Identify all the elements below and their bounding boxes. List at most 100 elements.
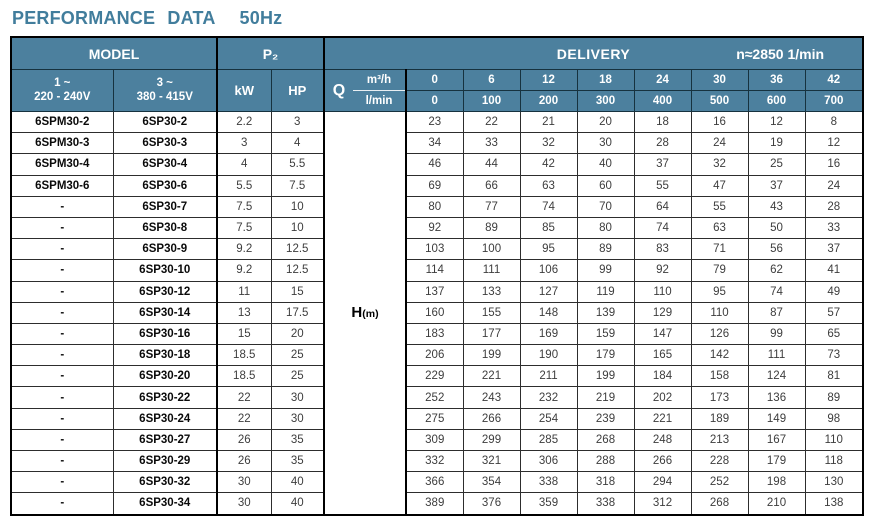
- head-value-cell: 266: [462, 407, 521, 430]
- delivery-label: DELIVERY: [556, 45, 631, 62]
- model-single-phase-cell: -: [10, 322, 114, 346]
- head-value-cell: 142: [690, 344, 749, 367]
- q-unit-lmin: l/min: [365, 95, 393, 107]
- head-value-cell: 179: [747, 449, 806, 473]
- hp-cell: 40: [270, 492, 325, 516]
- table-header: MODEL P₂ DELIVERY n≈2850 1/min 1 ~ 220 -…: [10, 36, 864, 112]
- kw-cell: 11: [216, 280, 272, 303]
- kw-cell: 18.5: [216, 365, 272, 388]
- table-row: 6SPM30-3 6SP30-3 3 4 34 33 32 30 28 24 19 12: [10, 132, 864, 155]
- model-single-phase-cell: -: [10, 386, 114, 409]
- head-value-cell: 243: [462, 386, 521, 409]
- single-phase-voltage-header: 1 ~ 220 - 240V: [10, 69, 114, 112]
- model-three-phase-cell: 6SP30-10: [112, 259, 218, 282]
- head-value-cell: 221: [633, 407, 692, 430]
- kw-cell: 7.5: [216, 216, 272, 240]
- head-value-cell: 199: [576, 365, 635, 388]
- hp-column-header: HP: [270, 69, 325, 112]
- q-symbol: Q: [332, 81, 346, 99]
- head-value-cell: 80: [405, 195, 464, 218]
- head-value-cell: 177: [462, 322, 521, 346]
- head-value-cell: 210: [747, 492, 806, 516]
- flow-m3h-value: 6: [462, 69, 521, 91]
- head-value-cell: 288: [576, 449, 635, 473]
- model-single-phase-cell: -: [10, 195, 114, 218]
- model-single-phase-cell: -: [10, 428, 114, 452]
- head-value-cell: 32: [690, 153, 749, 176]
- head-value-cell: 40: [576, 153, 635, 176]
- head-value-cell: 318: [576, 471, 635, 494]
- head-value-cell: 74: [747, 280, 806, 303]
- model-single-phase-cell: -: [10, 344, 114, 367]
- head-value-cell: 100: [462, 238, 521, 261]
- model-single-phase-cell: 6SPM30-2: [10, 110, 114, 134]
- head-value-cell: 213: [690, 428, 749, 452]
- model-three-phase-cell: 6SP30-12: [112, 280, 218, 303]
- kw-cell: 26: [216, 449, 272, 473]
- hp-cell: 4: [270, 132, 325, 155]
- p2-group-header: P₂: [216, 36, 325, 70]
- head-value-cell: 99: [576, 259, 635, 282]
- flow-m3h-value: 18: [576, 69, 635, 91]
- head-value-cell: 37: [804, 238, 864, 261]
- head-value-cell: 62: [747, 259, 806, 282]
- hp-cell: 35: [270, 428, 325, 452]
- head-value-cell: 33: [804, 216, 864, 240]
- flow-lmin-value: 200: [519, 90, 578, 112]
- kw-cell: 7.5: [216, 195, 272, 218]
- head-value-cell: 138: [804, 492, 864, 516]
- head-value-cell: 376: [462, 492, 521, 516]
- head-value-cell: 155: [462, 301, 521, 324]
- head-value-cell: 137: [405, 280, 464, 303]
- head-symbol: H: [351, 304, 363, 322]
- model-single-phase-cell: -: [10, 449, 114, 473]
- hp-cell: 40: [270, 471, 325, 494]
- model-three-phase-cell: 6SP30-3: [112, 132, 218, 155]
- head-value-cell: 309: [405, 428, 464, 452]
- flow-lmin-value: 500: [690, 90, 749, 112]
- head-value-cell: 229: [405, 365, 464, 388]
- head-value-cell: 127: [519, 280, 578, 303]
- model-group-header: MODEL: [10, 36, 218, 70]
- head-value-cell: 252: [690, 471, 749, 494]
- kw-cell: 18.5: [216, 344, 272, 367]
- model-three-phase-cell: 6SP30-2: [112, 110, 218, 134]
- model-three-phase-cell: 6SP30-8: [112, 216, 218, 240]
- head-value-cell: 183: [405, 322, 464, 346]
- head-value-cell: 252: [405, 386, 464, 409]
- head-value-cell: 111: [747, 344, 806, 367]
- head-value-cell: 160: [405, 301, 464, 324]
- hp-cell: 25: [270, 365, 325, 388]
- model-single-phase-cell: -: [10, 407, 114, 430]
- rotation-speed-label: n≈2850 1/min: [736, 45, 825, 62]
- kw-cell: 15: [216, 322, 272, 346]
- kw-column-header: kW: [216, 69, 272, 112]
- table-row: -6SP30-32 30 40 366 354 338 318 294 252 198 130: [10, 471, 864, 494]
- model-single-phase-cell: 6SPM30-6: [10, 174, 114, 197]
- model-three-phase-cell: 6SP30-7: [112, 195, 218, 218]
- model-single-phase-cell: -: [10, 365, 114, 388]
- head-value-cell: 228: [690, 449, 749, 473]
- head-value-cell: 389: [405, 492, 464, 516]
- model-single-phase-cell: -: [10, 492, 114, 516]
- table-row: -6SP30-12 11 15 137 133 127 119 110 95 74 49: [10, 280, 864, 303]
- head-value-cell: 71: [690, 238, 749, 261]
- delivery-header-wrap: DELIVERY n≈2850 1/min: [325, 38, 862, 69]
- model-single-phase-cell: 6SPM30-4: [10, 153, 114, 176]
- head-value-cell: 42: [519, 153, 578, 176]
- page-title-text: PERFORMANCE DATA: [12, 8, 216, 28]
- table-row: -6SP30-7 7.5 10 80 77 74 70 64 55 43 28: [10, 195, 864, 218]
- head-value-cell: 12: [804, 132, 864, 155]
- hp-cell: 35: [270, 449, 325, 473]
- head-value-cell: 95: [519, 238, 578, 261]
- head-value-cell: 190: [519, 344, 578, 367]
- q-units: m³/h l/min: [353, 71, 404, 111]
- head-value-cell: 12: [747, 110, 806, 134]
- head-value-cell: 139: [576, 301, 635, 324]
- head-value-cell: 46: [405, 153, 464, 176]
- head-value-cell: 130: [804, 471, 864, 494]
- model-three-phase-cell: 6SP30-14: [112, 301, 218, 324]
- head-value-cell: 211: [519, 365, 578, 388]
- head-value-cell: 232: [519, 386, 578, 409]
- head-value-cell: 321: [462, 449, 521, 473]
